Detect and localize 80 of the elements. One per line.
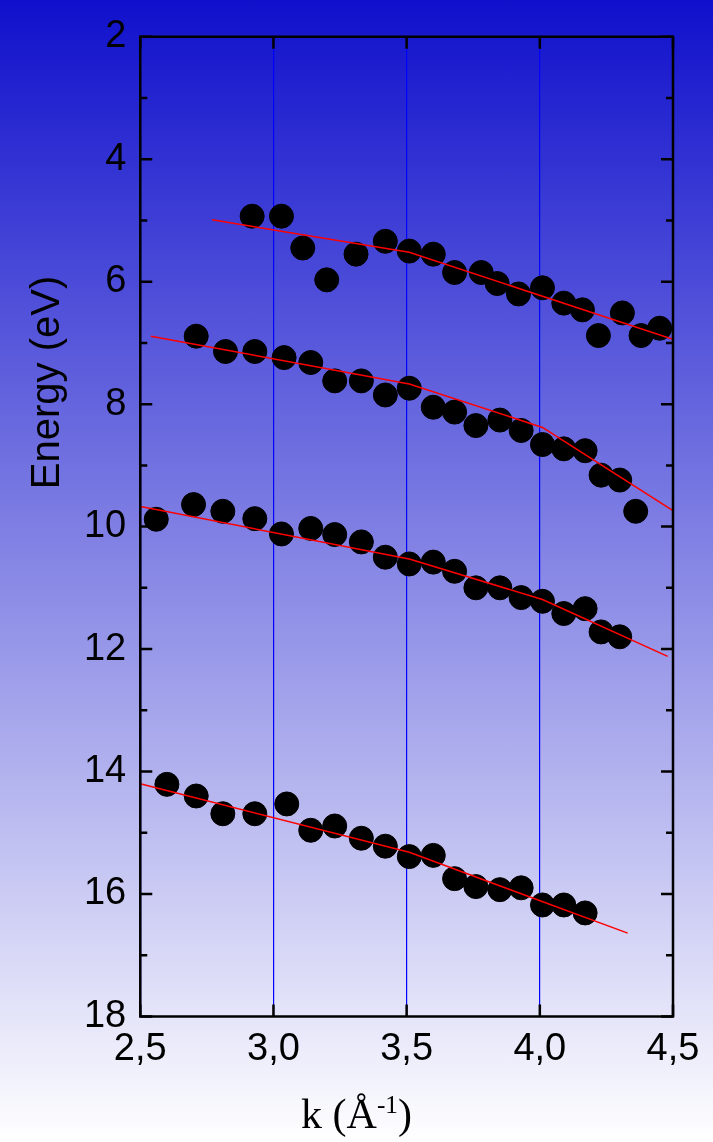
point xyxy=(463,874,489,900)
point xyxy=(322,522,348,548)
point xyxy=(348,825,374,851)
x-tick-label: 4,0 xyxy=(513,1025,567,1068)
y-tick-label: 6 xyxy=(105,258,127,301)
point xyxy=(529,275,555,301)
point xyxy=(210,498,236,524)
point xyxy=(572,900,598,926)
point xyxy=(396,238,422,264)
point xyxy=(314,267,340,293)
y-axis-title: Energy (eV) xyxy=(22,274,68,492)
y-tick-label: 14 xyxy=(83,747,127,790)
point xyxy=(242,506,268,532)
point xyxy=(210,801,236,827)
point xyxy=(183,323,209,349)
point xyxy=(298,350,324,376)
point xyxy=(372,228,398,254)
x-tick-label: 4,5 xyxy=(646,1025,700,1068)
point xyxy=(213,339,239,364)
point xyxy=(506,281,532,307)
point xyxy=(572,596,598,622)
point xyxy=(420,394,446,420)
point xyxy=(298,515,324,541)
y-tick-label: 10 xyxy=(83,503,127,546)
point xyxy=(372,544,398,570)
x-tick-label: 3,0 xyxy=(247,1025,300,1068)
point xyxy=(623,498,649,524)
y-tick-label: 4 xyxy=(105,135,127,178)
point xyxy=(647,315,673,341)
point xyxy=(154,771,180,797)
point xyxy=(372,382,398,408)
point xyxy=(529,432,555,458)
point xyxy=(508,417,534,443)
point xyxy=(348,529,374,555)
y-tick-label: 8 xyxy=(105,380,127,423)
point xyxy=(484,271,510,297)
point xyxy=(420,549,446,575)
point xyxy=(242,339,268,364)
point xyxy=(348,368,374,394)
point xyxy=(487,575,513,601)
point xyxy=(442,399,468,425)
point xyxy=(268,203,294,229)
point xyxy=(420,842,446,868)
point xyxy=(508,875,534,901)
point xyxy=(274,791,300,817)
point xyxy=(290,235,316,261)
point xyxy=(609,300,635,326)
point xyxy=(529,588,555,614)
point xyxy=(572,438,598,464)
y-tick-label: 12 xyxy=(83,625,127,668)
point xyxy=(322,813,348,839)
point xyxy=(239,203,265,229)
point xyxy=(607,624,633,650)
point xyxy=(420,241,446,267)
point xyxy=(396,551,422,577)
point xyxy=(442,866,468,892)
point xyxy=(442,260,468,286)
point xyxy=(143,506,169,532)
point xyxy=(487,407,513,433)
x-tick-label: 3,5 xyxy=(380,1025,434,1068)
point xyxy=(298,817,324,843)
point xyxy=(463,413,489,439)
point xyxy=(585,323,611,349)
point xyxy=(181,492,207,518)
point xyxy=(463,575,489,601)
point xyxy=(607,467,633,493)
point xyxy=(268,521,294,547)
point xyxy=(442,558,468,584)
point xyxy=(343,241,369,267)
point xyxy=(372,833,398,859)
point xyxy=(322,368,348,394)
y-tick-label: 2 xyxy=(105,13,127,56)
y-tick-label: 16 xyxy=(83,870,127,913)
point xyxy=(271,345,297,371)
point xyxy=(183,783,209,809)
x-axis-title: k (Å$^{-1}$) xyxy=(300,1090,413,1138)
point xyxy=(396,844,422,870)
point xyxy=(396,375,422,401)
point xyxy=(569,297,595,323)
point xyxy=(242,801,268,827)
